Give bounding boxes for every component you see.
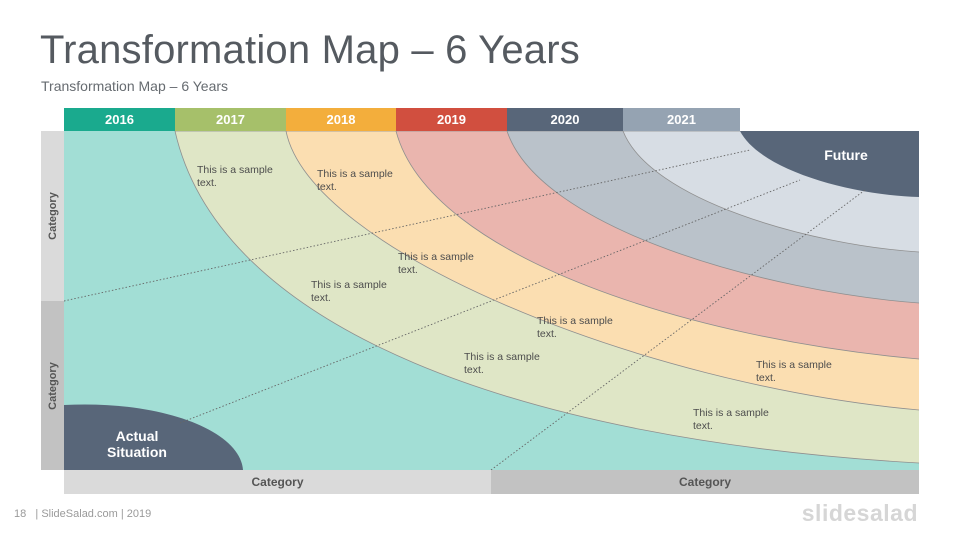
sample-text: This is a sample text. xyxy=(464,351,540,376)
sample-text: This is a sample text. xyxy=(693,407,769,432)
year-tab-2016: 2016 xyxy=(64,108,175,131)
year-tab-2019: 2019 xyxy=(396,108,507,131)
guide-line-middle xyxy=(179,179,801,424)
footer-text: | SlideSalad.com | 2019 xyxy=(35,508,152,520)
guide-line-lower xyxy=(490,189,866,470)
future-node-shape xyxy=(740,131,919,197)
year-tab-2018: 2018 xyxy=(286,108,396,131)
page-title: Transformation Map – 6 Years xyxy=(40,28,580,72)
page-number: 18 xyxy=(14,508,27,520)
sample-text: This is a sample text. xyxy=(398,251,474,276)
brand-logo: slidesalad xyxy=(801,500,918,526)
sample-text: This is a sample text. xyxy=(197,164,273,189)
side-category-upper: Category xyxy=(41,131,64,301)
guide-line-upper xyxy=(64,149,751,302)
actual-situation-line1: Actual xyxy=(115,428,159,444)
year-tab-2020: 2020 xyxy=(507,108,623,131)
bottom-category-left: Category xyxy=(64,470,491,494)
year-tab-2017: 2017 xyxy=(175,108,286,131)
footer: 18 | SlideSalad.com | 2019 xyxy=(14,508,151,520)
sample-text: This is a sample text. xyxy=(317,168,393,193)
sample-text: This is a sample text. xyxy=(537,315,613,340)
actual-node-shape xyxy=(64,404,243,470)
year-tab-2021: 2021 xyxy=(623,108,740,131)
side-category-lower: Category xyxy=(41,301,64,470)
bottom-category-right: Category xyxy=(491,470,919,494)
actual-situation-label: Actual Situation xyxy=(97,428,177,460)
page-subtitle: Transformation Map – 6 Years xyxy=(41,78,229,94)
actual-situation-line2: Situation xyxy=(107,444,167,460)
sample-text: This is a sample text. xyxy=(311,279,387,304)
future-label: Future xyxy=(824,147,868,163)
sample-text: This is a sample text. xyxy=(756,359,832,384)
